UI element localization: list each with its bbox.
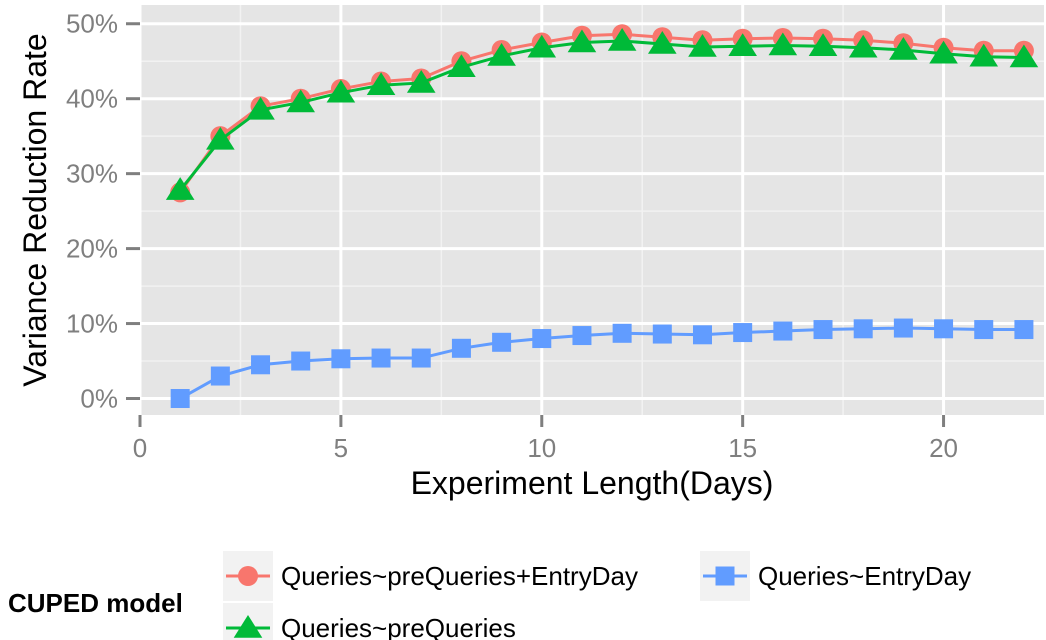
legend-title: CUPED model — [8, 588, 183, 618]
data-point — [692, 325, 712, 345]
data-point — [813, 320, 833, 340]
data-point — [406, 69, 436, 93]
data-point — [768, 32, 798, 56]
y-axis: 0% 10% 20% 30% 40% 50% — [66, 9, 140, 414]
data-point — [366, 72, 396, 95]
data-point — [451, 338, 471, 358]
data-point — [1014, 320, 1034, 340]
series-line — [179, 326, 1024, 400]
data-point — [251, 355, 271, 375]
legend-key-marker — [238, 566, 258, 586]
x-tick-label: 0 — [133, 433, 147, 463]
y-tick-label: 50% — [66, 9, 118, 39]
data-point — [411, 348, 431, 368]
x-tick-label: 20 — [929, 433, 958, 463]
data-point — [527, 34, 557, 58]
data-point — [969, 43, 999, 67]
data-point — [733, 323, 753, 343]
y-axis-title: Variance Reduction Rate — [17, 33, 53, 386]
legend-key-marker — [715, 566, 735, 586]
y-tick-label: 40% — [66, 84, 118, 114]
legend: CUPED model Queries~preQueries+EntryDay Q… — [8, 551, 971, 640]
data-point — [728, 33, 757, 56]
data-point — [286, 89, 316, 113]
y-tick-label: 0% — [80, 384, 118, 414]
data-point — [648, 30, 677, 54]
data-point — [371, 348, 391, 368]
legend-label: Queries~preQueries+EntryDay — [281, 561, 638, 591]
legend-label: Queries~preQueries — [281, 613, 516, 640]
data-point — [974, 320, 994, 340]
data-point — [853, 319, 873, 339]
series-layer — [165, 24, 1039, 409]
data-point — [848, 34, 878, 58]
data-point — [532, 329, 552, 349]
series-line — [179, 39, 1024, 192]
data-point — [447, 54, 476, 77]
x-tick-label: 15 — [728, 433, 757, 463]
x-axis-title: Experiment Length(Days) — [411, 465, 774, 501]
legend-label: Queries~EntryDay — [758, 561, 971, 591]
x-axis: 0 5 10 15 20 — [133, 415, 958, 463]
data-point — [572, 326, 592, 346]
data-point — [889, 36, 918, 60]
data-point — [291, 351, 311, 371]
plot-panel — [140, 5, 1044, 415]
data-point — [165, 177, 195, 200]
data-point — [246, 96, 275, 120]
data-point — [326, 79, 356, 103]
data-point — [607, 27, 637, 51]
y-tick-label: 30% — [66, 159, 118, 189]
major-gridlines — [138, 5, 1044, 415]
legend-key-marker — [233, 615, 263, 638]
series-square — [170, 318, 1034, 409]
data-point — [1009, 44, 1039, 68]
data-point — [612, 323, 632, 343]
data-point — [934, 319, 954, 339]
legend-item-circle: Queries~preQueries+EntryDay — [223, 551, 638, 601]
data-point — [170, 389, 190, 409]
legend-keys: Queries~preQueries+EntryDay Queries~Entry… — [223, 551, 971, 640]
data-point — [773, 321, 793, 341]
data-point — [652, 324, 672, 344]
x-tick-label: 10 — [527, 433, 556, 463]
legend-item-square: Queries~EntryDay — [700, 551, 971, 601]
legend-item-triangle: Queries~preQueries — [223, 603, 516, 640]
series-line — [178, 32, 1024, 194]
data-point — [929, 40, 958, 64]
data-point — [567, 29, 597, 53]
data-point — [688, 33, 717, 57]
data-point — [331, 349, 351, 369]
data-point — [206, 126, 235, 150]
data-point — [210, 366, 230, 386]
data-point — [893, 318, 913, 338]
x-tick-label: 5 — [334, 433, 348, 463]
y-tick-label: 20% — [66, 234, 118, 264]
data-point — [487, 42, 516, 66]
data-point — [808, 33, 838, 56]
series-triangle — [165, 27, 1039, 200]
y-tick-label: 10% — [66, 309, 118, 339]
data-point — [492, 332, 512, 352]
